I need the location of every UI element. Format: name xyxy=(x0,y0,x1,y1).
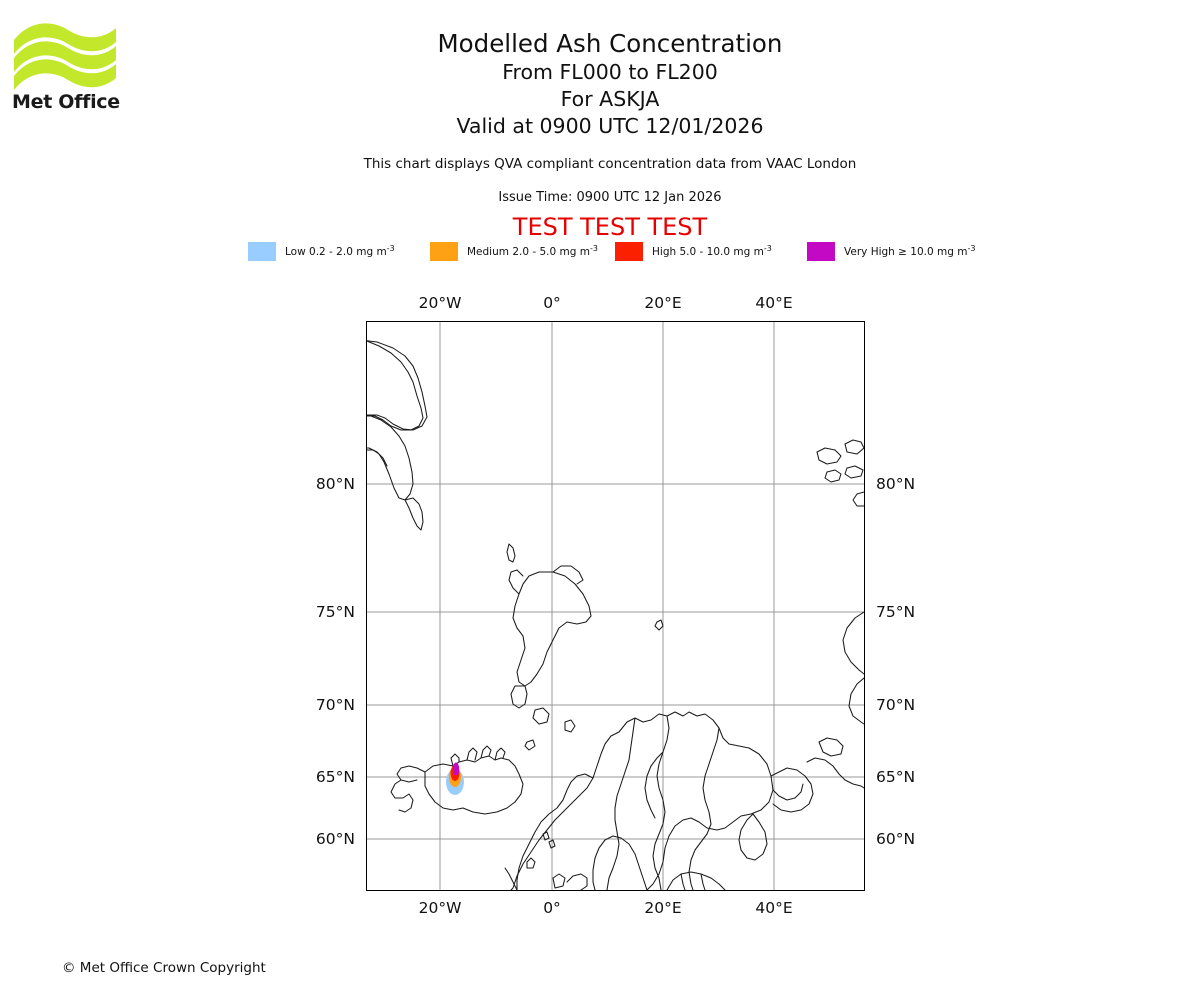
title-valid-time: Valid at 0900 UTC 12/01/2026 xyxy=(456,114,764,138)
copyright-text: © Met Office Crown Copyright xyxy=(62,960,266,976)
legend-item-medium: Medium 2.0 - 5.0 mg m-3 xyxy=(430,239,598,263)
legend-item-high: High 5.0 - 10.0 mg m-3 xyxy=(615,239,772,263)
met-office-logo: Met Office xyxy=(12,18,122,118)
legend-label-low: Low 0.2 - 2.0 mg m-3 xyxy=(285,244,395,258)
legend-label-high: High 5.0 - 10.0 mg m-3 xyxy=(652,244,772,258)
lat-tick-left-75: 75°N xyxy=(315,603,355,621)
lat-tick-left-80: 80°N xyxy=(315,475,355,493)
legend-label-very-high: Very High ≥ 10.0 mg m-3 xyxy=(844,244,976,258)
legend-swatch-very-high xyxy=(807,241,835,261)
title-volcano: For ASKJA xyxy=(560,87,660,111)
issue-time: Issue Time: 0900 UTC 12 Jan 2026 xyxy=(498,190,722,205)
lat-tick-right-60: 60°N xyxy=(876,830,916,848)
iceland-outline xyxy=(390,745,524,815)
test-banner: TEST TEST TEST xyxy=(512,213,708,241)
map-coastlines xyxy=(367,340,864,890)
qva-note: This chart displays QVA compliant concen… xyxy=(363,156,857,172)
lat-tick-left-60: 60°N xyxy=(315,830,355,848)
legend-swatch-low xyxy=(248,241,276,261)
lat-tick-right-80: 80°N xyxy=(876,475,916,493)
ash-plume xyxy=(446,762,464,795)
lat-tick-left-70: 70°N xyxy=(315,696,355,714)
lon-tick-top-0: 0° xyxy=(543,294,561,312)
lon-tick-bottom-0: 0° xyxy=(543,899,561,917)
title-flight-levels: From FL000 to FL200 xyxy=(502,60,718,84)
page-title: Modelled Ash Concentration xyxy=(437,29,783,58)
lat-tick-right-75: 75°N xyxy=(876,603,916,621)
concentration-legend: Low 0.2 - 2.0 mg m-3 Medium 2.0 - 5.0 mg… xyxy=(240,239,1000,263)
legend-item-very-high: Very High ≥ 10.0 mg m-3 xyxy=(807,239,975,263)
legend-swatch-high xyxy=(615,241,643,261)
lat-tick-right-65: 65°N xyxy=(876,768,916,786)
map-svg xyxy=(367,322,864,890)
legend-item-low: Low 0.2 - 2.0 mg m-3 xyxy=(248,239,395,263)
lat-tick-left-65: 65°N xyxy=(315,768,355,786)
lon-tick-top-40: 40°E xyxy=(755,294,793,312)
lon-tick-bottom--20: 20°W xyxy=(418,899,462,917)
lon-tick-bottom-20: 20°E xyxy=(644,899,682,917)
lat-tick-right-70: 70°N xyxy=(876,696,916,714)
met-office-wave-icon xyxy=(14,23,116,90)
map-container: 20°W 0° 20°E 40°E 20°W 0° 20°E 40°E 80°N 75°N 70… xyxy=(316,294,915,917)
lon-tick-top-20: 20°E xyxy=(644,294,682,312)
met-office-logo-text: Met Office xyxy=(12,91,120,113)
legend-swatch-medium xyxy=(430,241,458,261)
map-gridlines xyxy=(367,322,864,890)
map-plot-area xyxy=(366,321,865,891)
lon-tick-bottom-40: 40°E xyxy=(755,899,793,917)
legend-label-medium: Medium 2.0 - 5.0 mg m-3 xyxy=(467,244,598,258)
chart-title-block: Modelled Ash Concentration From FL000 to… xyxy=(330,28,890,140)
lon-tick-top--20: 20°W xyxy=(418,294,462,312)
